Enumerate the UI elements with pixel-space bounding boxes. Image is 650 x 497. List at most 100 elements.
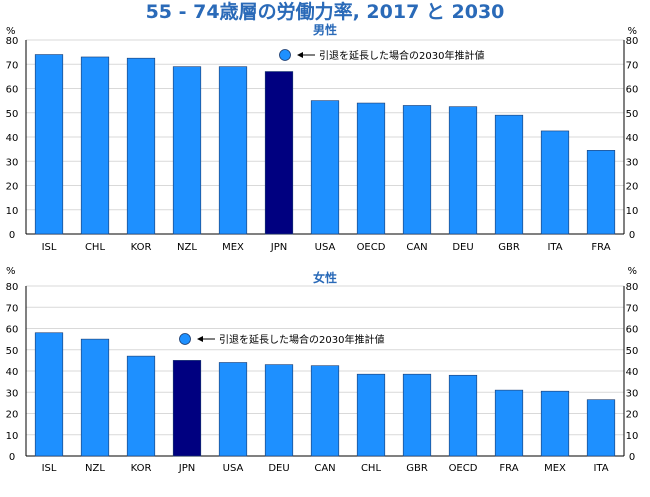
y-tick-label-right: 60 <box>626 325 639 336</box>
chart-panel-women: 女性% % 0 0 10 10 20 20 30 30 40 40 50 50 60 60 70 70 80 80 IS… <box>6 266 639 474</box>
panel-subtitle: 女性 <box>313 270 337 285</box>
bar-mex <box>540 390 570 457</box>
x-tick-label: DEU <box>452 242 473 253</box>
y-tick-label-left: 50 <box>6 109 19 120</box>
y-tick-label-left: 40 <box>6 367 19 378</box>
bar-isl <box>34 332 64 457</box>
y-unit-label-right: % <box>627 266 637 277</box>
bar-gbr <box>494 114 524 235</box>
bar-gbr <box>402 373 432 457</box>
x-tick-label: FRA <box>499 463 518 474</box>
y-tick-label-right: 40 <box>626 133 639 144</box>
bar-isl <box>34 54 64 235</box>
bar-kor <box>126 355 156 457</box>
y-tick-label-left: 50 <box>6 346 19 357</box>
y-tick-label-right: 80 <box>626 36 639 47</box>
y-tick-label-right: 20 <box>626 410 639 421</box>
x-tick-label: NZL <box>85 463 105 474</box>
x-tick-label: JPN <box>178 463 195 474</box>
y-tick-label-right: 30 <box>626 157 639 168</box>
y-tick-label-left: 30 <box>6 388 19 399</box>
y-tick-label-left: 0 <box>9 230 15 241</box>
x-tick-label: OECD <box>449 463 478 474</box>
y-unit-label-left: % <box>6 266 16 277</box>
bar-chl <box>356 373 386 457</box>
y-tick-label-right: 50 <box>626 109 639 120</box>
y-tick-label-left: 70 <box>6 303 19 314</box>
y-tick-label-left: 80 <box>6 36 19 47</box>
bar-ita <box>586 399 616 457</box>
x-tick-label: MEX <box>544 463 566 474</box>
y-unit-label-left: % <box>6 26 16 37</box>
x-tick-label: OECD <box>357 242 386 253</box>
y-tick-label-left: 0 <box>9 452 15 463</box>
y-tick-label-left: 20 <box>6 410 19 421</box>
x-tick-label: KOR <box>131 463 152 474</box>
y-tick-label-right: 10 <box>626 206 639 217</box>
y-tick-label-right: 80 <box>626 282 639 293</box>
x-tick-label: MEX <box>222 242 244 253</box>
x-tick-label: ISL <box>42 242 57 253</box>
x-tick-label: CHL <box>361 463 382 474</box>
bar-chl <box>80 56 110 235</box>
legend-marker-circle <box>279 49 291 61</box>
x-tick-label: USA <box>223 463 244 474</box>
y-tick-label-left: 60 <box>6 325 19 336</box>
bar-jpn <box>172 360 202 457</box>
chart-title: 55 - 74歳層の労働力率, 2017 と 2030 <box>145 1 505 23</box>
legend-arrow-head <box>197 336 203 342</box>
bar-mex <box>218 66 248 235</box>
y-tick-label-right: 70 <box>626 303 639 314</box>
y-tick-label-right: 20 <box>626 182 639 193</box>
panel-subtitle: 男性 <box>313 22 337 37</box>
y-tick-label-left: 10 <box>6 431 19 442</box>
x-tick-label: CHL <box>85 242 106 253</box>
bar-oecd <box>356 102 386 235</box>
y-unit-label-right: % <box>627 26 637 37</box>
y-tick-label-right: 10 <box>626 431 639 442</box>
y-tick-label-right: 60 <box>626 85 639 96</box>
x-tick-label: ITA <box>593 463 608 474</box>
bar-usa <box>310 100 340 235</box>
bar-can <box>402 105 432 235</box>
legend-label: 引退を延長した場合の2030年推計値 <box>219 333 384 346</box>
legend-marker-circle <box>179 333 191 345</box>
bar-usa <box>218 362 248 457</box>
y-tick-label-left: 10 <box>6 206 19 217</box>
x-tick-label: NZL <box>177 242 197 253</box>
x-tick-label: ITA <box>547 242 562 253</box>
x-tick-label: USA <box>315 242 336 253</box>
bar-nzl <box>172 66 202 235</box>
bar-jpn <box>264 71 294 235</box>
x-tick-label: FRA <box>591 242 610 253</box>
y-tick-label-right: 50 <box>626 346 639 357</box>
y-tick-label-left: 30 <box>6 157 19 168</box>
y-tick-label-right: 30 <box>626 388 639 399</box>
y-tick-label-left: 80 <box>6 282 19 293</box>
y-tick-label-right: 40 <box>626 367 639 378</box>
y-tick-label-right: 0 <box>629 452 635 463</box>
bar-fra <box>494 389 524 457</box>
bar-kor <box>126 57 156 235</box>
bar-deu <box>264 364 294 457</box>
legend-label: 引退を延長した場合の2030年推計値 <box>319 49 484 62</box>
x-tick-label: ISL <box>42 463 57 474</box>
x-tick-label: KOR <box>131 242 152 253</box>
bar-fra <box>586 150 616 235</box>
x-tick-label: CAN <box>314 463 335 474</box>
legend-arrow-head <box>297 52 303 58</box>
y-tick-label-left: 60 <box>6 85 19 96</box>
bar-oecd <box>448 374 478 457</box>
y-tick-label-right: 0 <box>629 230 635 241</box>
x-tick-label: CAN <box>406 242 427 253</box>
y-tick-label-left: 40 <box>6 133 19 144</box>
y-tick-label-right: 70 <box>626 60 639 71</box>
y-tick-label-left: 20 <box>6 182 19 193</box>
y-tick-label-left: 70 <box>6 60 19 71</box>
x-tick-label: GBR <box>406 463 428 474</box>
chart-panel-men: 男性% % 0 0 10 10 20 20 30 30 40 40 50 50 60 60 70 70 80 80 IS… <box>6 22 639 253</box>
bar-deu <box>448 106 478 235</box>
x-tick-label: DEU <box>268 463 289 474</box>
x-tick-label: JPN <box>270 242 287 253</box>
bar-nzl <box>80 338 110 457</box>
